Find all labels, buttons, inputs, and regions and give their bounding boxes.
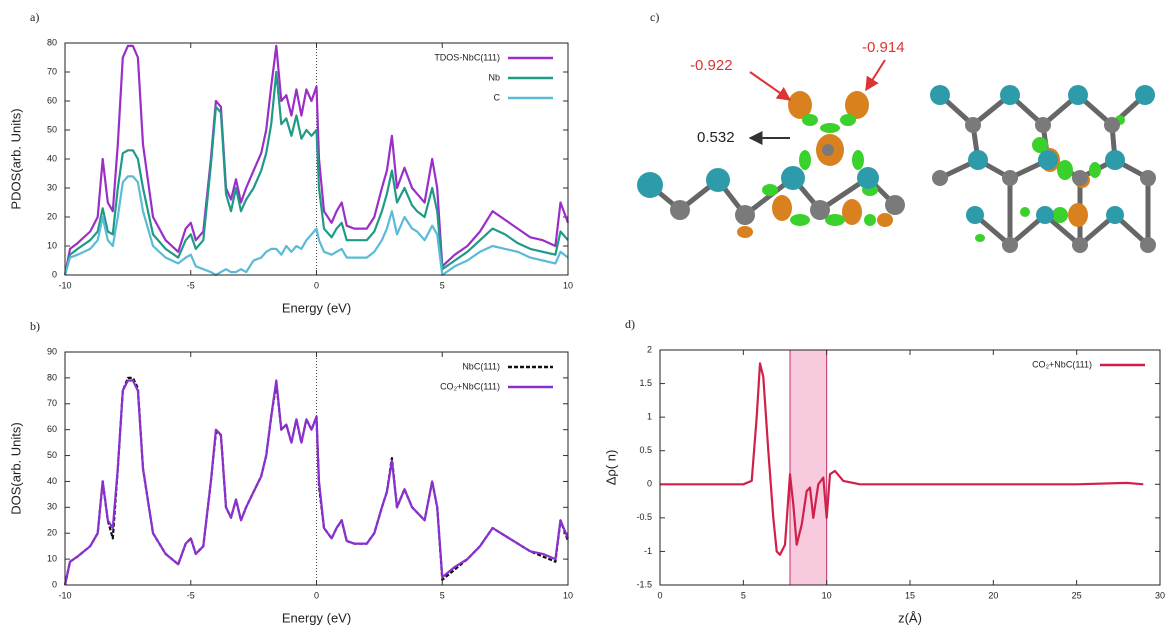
y-axis-title: DOS(arb. Units) [8,422,23,514]
y-tick-label: 60 [47,95,57,105]
y-axis-title: Δρ( n) [603,450,618,486]
x-tick-label: -10 [58,590,71,600]
y-tick-label: 70 [47,66,57,76]
y-tick-label: 0 [52,579,57,589]
panel-label: d) [625,317,635,331]
y-tick-label: 50 [47,450,57,460]
x-tick-label: 25 [1072,590,1082,600]
x-axis-title: Energy (eV) [282,300,351,315]
y-tick-label: 30 [47,182,57,192]
panel-label: a) [30,10,39,24]
y-axis-title: PDOS(arb. Units) [8,108,23,209]
charge-label: 0.532 [697,129,735,146]
legend-label: NbC(111) [462,361,500,371]
x-tick-label: 5 [440,280,445,290]
y-tick-label: 60 [47,424,57,434]
plot-frame [660,350,1160,585]
y-tick-label: 20 [47,528,57,538]
y-tick-label: 10 [47,240,57,250]
legend-label: TDOS-NbC(111) [434,52,500,62]
highlight-band [790,350,827,585]
y-tick-label: 40 [47,476,57,486]
x-tick-label: 20 [988,590,998,600]
x-tick-label: 0 [657,590,662,600]
x-tick-label: 15 [905,590,915,600]
x-tick-label: 10 [822,590,832,600]
y-tick-label: 50 [47,124,57,134]
y-tick-label: 20 [47,211,57,221]
figure: c) -0.922 -0.914 0.532 a)-10-50510010203… [0,0,1173,632]
series-line [65,176,568,275]
y-tick-label: 70 [47,398,57,408]
x-tick-label: -5 [187,590,195,600]
structure-image: c) -0.922 -0.914 0.532 [637,10,1156,253]
arrow [866,60,885,90]
y-tick-label: 90 [47,346,57,356]
x-tick-label: 0 [314,590,319,600]
y-tick-label: 30 [47,502,57,512]
x-tick-label: 30 [1155,590,1165,600]
legend-label: Nb [488,72,500,82]
y-tick-label: -1.5 [636,579,652,589]
y-tick-label: 80 [47,372,57,382]
charge-label: -0.922 [690,57,733,74]
x-tick-label: -10 [58,280,71,290]
x-axis-title: z(Å) [898,610,922,625]
y-tick-label: 10 [47,553,57,563]
y-tick-label: 0 [52,269,57,279]
y-tick-label: 0.5 [639,445,652,455]
y-tick-label: 40 [47,153,57,163]
x-tick-label: 10 [563,280,573,290]
series-line [660,363,1143,554]
charge-accumulation [762,114,1155,242]
y-tick-label: 2 [647,344,652,354]
x-tick-label: 0 [314,280,319,290]
legend-label: CO₂+NbC(111) [440,381,500,391]
panel-label: c) [650,10,659,24]
x-tick-label: 5 [440,590,445,600]
x-tick-label: 10 [563,590,573,600]
y-tick-label: 1 [647,412,652,422]
y-tick-label: -1 [644,546,652,556]
y-tick-label: 0 [647,479,652,489]
legend-label: CO₂+NbC(111) [1032,359,1092,369]
y-tick-label: 80 [47,37,57,47]
y-tick-label: -0.5 [636,512,652,522]
y-tick-label: 1.5 [639,378,652,388]
x-tick-label: 5 [741,590,746,600]
legend-label: C [494,92,501,102]
charge-label: -0.914 [862,39,905,56]
arrow [750,72,790,100]
x-tick-label: -5 [187,280,195,290]
x-axis-title: Energy (eV) [282,610,351,625]
panel-label: b) [30,319,40,333]
